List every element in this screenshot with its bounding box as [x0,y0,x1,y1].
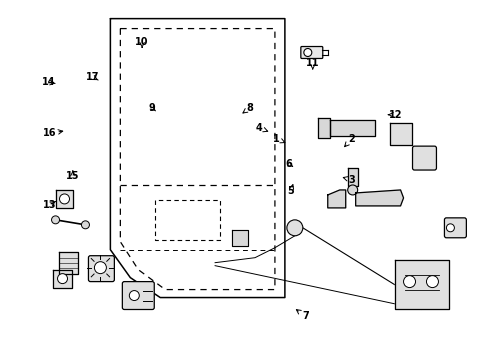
Circle shape [403,276,415,288]
Circle shape [286,220,302,236]
Polygon shape [232,230,247,246]
Polygon shape [317,118,329,138]
Circle shape [446,224,453,232]
Text: 12: 12 [388,110,402,120]
Circle shape [81,221,89,229]
Circle shape [426,276,438,288]
Text: 13: 13 [42,200,56,210]
Text: 17: 17 [85,72,99,82]
Polygon shape [394,260,448,310]
Circle shape [94,262,106,274]
Text: 14: 14 [41,77,55,87]
Polygon shape [329,120,374,136]
FancyBboxPatch shape [412,146,436,170]
Circle shape [347,185,357,195]
Polygon shape [56,190,73,208]
Text: 3: 3 [347,175,354,185]
Text: 11: 11 [305,58,319,68]
Circle shape [303,49,311,57]
Polygon shape [355,190,403,206]
Polygon shape [347,168,357,186]
Text: 15: 15 [66,171,80,181]
FancyBboxPatch shape [88,256,114,282]
Text: 2: 2 [347,134,354,144]
Polygon shape [59,252,78,274]
Text: 5: 5 [287,186,294,196]
Text: 16: 16 [42,129,56,138]
Text: 4: 4 [255,123,262,133]
Circle shape [51,216,60,224]
Circle shape [60,194,69,204]
FancyBboxPatch shape [300,46,322,58]
FancyBboxPatch shape [122,282,154,310]
Circle shape [58,274,67,284]
FancyBboxPatch shape [444,218,466,238]
Polygon shape [327,190,345,208]
Text: 7: 7 [302,311,308,321]
Polygon shape [389,123,411,145]
Text: 1: 1 [272,134,279,144]
Polygon shape [52,270,72,288]
Circle shape [129,291,139,301]
Text: 9: 9 [148,103,155,113]
Text: 6: 6 [285,159,291,169]
Text: 8: 8 [245,103,252,113]
Text: 10: 10 [135,37,148,47]
